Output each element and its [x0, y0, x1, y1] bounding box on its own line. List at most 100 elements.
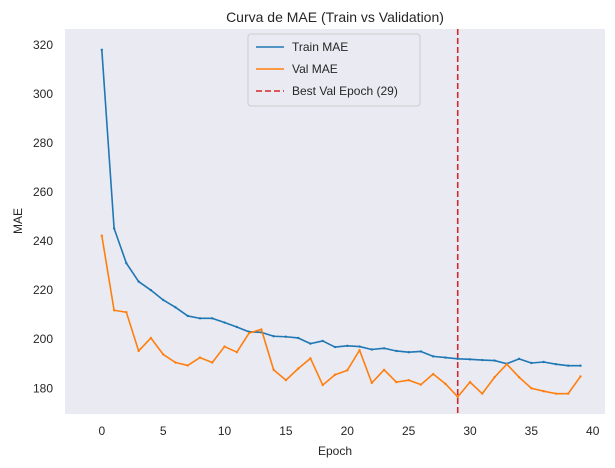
data-point-val-mae: [296, 367, 300, 370]
y-tick-label: 260: [33, 185, 53, 199]
data-point-val-mae: [505, 363, 509, 366]
data-point-val-mae: [579, 375, 582, 378]
data-point-train-mae: [174, 306, 177, 309]
x-tick-label: 0: [98, 424, 105, 438]
data-point-val-mae: [198, 356, 202, 359]
data-point-val-mae: [358, 349, 361, 352]
x-tick-label: 10: [218, 424, 232, 438]
data-point-train-mae: [137, 280, 140, 283]
y-tick-label: 300: [33, 87, 53, 101]
y-tick-labels: 180 200 220 240 260 280 300 320: [33, 38, 53, 395]
data-point-val-mae: [161, 353, 165, 356]
data-point-val-mae: [333, 373, 337, 376]
legend-box: [247, 33, 421, 107]
data-point-train-mae: [566, 364, 570, 367]
legend-label-best-epoch: Best Val Epoch (29): [292, 84, 398, 98]
data-point-val-mae: [125, 311, 128, 314]
data-point-val-mae: [137, 349, 140, 353]
data-point-train-mae: [198, 317, 202, 320]
data-point-train-mae: [579, 364, 582, 367]
data-point-val-mae: [149, 336, 153, 340]
data-point-train-mae: [235, 325, 239, 329]
data-point-val-mae: [223, 345, 226, 348]
data-point-train-mae: [186, 314, 189, 318]
data-point-val-mae: [517, 376, 521, 379]
data-point-train-mae: [346, 344, 349, 348]
data-point-val-mae: [284, 378, 288, 382]
data-point-train-mae: [493, 359, 496, 362]
data-point-val-mae: [468, 380, 472, 384]
data-point-train-mae: [333, 345, 337, 349]
data-point-val-mae: [542, 389, 545, 393]
data-point-train-mae: [223, 321, 226, 324]
legend-label-train: Train MAE: [292, 40, 348, 54]
data-point-val-mae: [431, 372, 435, 376]
data-point-train-mae: [309, 342, 312, 345]
data-point-val-mae: [309, 357, 312, 360]
data-point-val-mae: [321, 383, 324, 387]
data-point-val-mae: [444, 382, 447, 386]
data-point-val-mae: [481, 392, 484, 395]
y-tick-label: 180: [33, 381, 53, 395]
data-point-val-mae: [382, 368, 386, 372]
chart-title: Curva de MAE (Train vs Validation): [226, 9, 444, 25]
data-point-val-mae: [346, 369, 349, 372]
data-point-train-mae: [554, 363, 558, 366]
data-point-train-mae: [358, 345, 361, 348]
data-point-val-mae: [419, 383, 423, 386]
data-point-train-mae: [468, 358, 472, 361]
data-point-train-mae: [370, 348, 374, 351]
data-point-train-mae: [112, 227, 116, 230]
data-point-train-mae: [382, 347, 386, 350]
data-point-val-mae: [566, 392, 570, 395]
data-point-val-mae: [530, 387, 533, 390]
data-point-val-mae: [100, 234, 104, 237]
series-line-val-mae: [101, 234, 582, 398]
data-point-val-mae: [247, 331, 251, 335]
data-point-val-mae: [407, 378, 410, 382]
y-tick-label: 280: [33, 136, 53, 150]
data-point-train-mae: [321, 339, 324, 343]
data-point-val-mae: [493, 376, 496, 379]
x-tick-label: 20: [341, 424, 355, 438]
data-point-train-mae: [407, 351, 410, 354]
x-tick-labels: 0 5 10 15 20 25 30 35 40: [98, 424, 599, 438]
data-point-val-mae: [395, 380, 398, 384]
legend: Train MAE Val MAE Best Val Epoch (29): [247, 33, 421, 107]
data-point-val-mae: [174, 361, 177, 364]
data-point-train-mae: [284, 335, 288, 338]
data-point-train-mae: [100, 48, 104, 52]
y-axis-label: MAE: [11, 208, 25, 234]
x-tick-label: 30: [463, 424, 477, 438]
x-tick-label: 5: [160, 424, 167, 438]
data-point-val-mae: [235, 351, 239, 354]
series-layer: [100, 48, 582, 399]
x-tick-label: 25: [402, 424, 416, 438]
data-point-val-mae: [370, 381, 374, 385]
data-point-train-mae: [444, 356, 447, 359]
data-point-train-mae: [125, 261, 128, 265]
data-point-train-mae: [481, 358, 484, 362]
x-tick-label: 40: [586, 424, 600, 438]
y-tick-label: 220: [33, 283, 53, 297]
y-tick-label: 320: [33, 38, 53, 52]
series-line-train-mae: [101, 49, 582, 367]
data-point-train-mae: [530, 361, 533, 365]
legend-label-val: Val MAE: [292, 62, 338, 76]
data-point-val-mae: [456, 395, 459, 399]
x-tick-label: 15: [279, 424, 293, 438]
data-point-val-mae: [112, 309, 116, 312]
y-tick-label: 240: [33, 234, 53, 248]
x-tick-label: 35: [525, 424, 539, 438]
data-point-train-mae: [272, 335, 275, 338]
data-point-train-mae: [542, 360, 545, 364]
data-point-train-mae: [431, 355, 435, 358]
data-point-train-mae: [419, 350, 423, 353]
data-point-val-mae: [260, 328, 263, 331]
data-point-train-mae: [456, 357, 459, 361]
data-point-val-mae: [272, 368, 275, 372]
data-point-train-mae: [161, 298, 165, 302]
data-point-train-mae: [211, 317, 214, 320]
